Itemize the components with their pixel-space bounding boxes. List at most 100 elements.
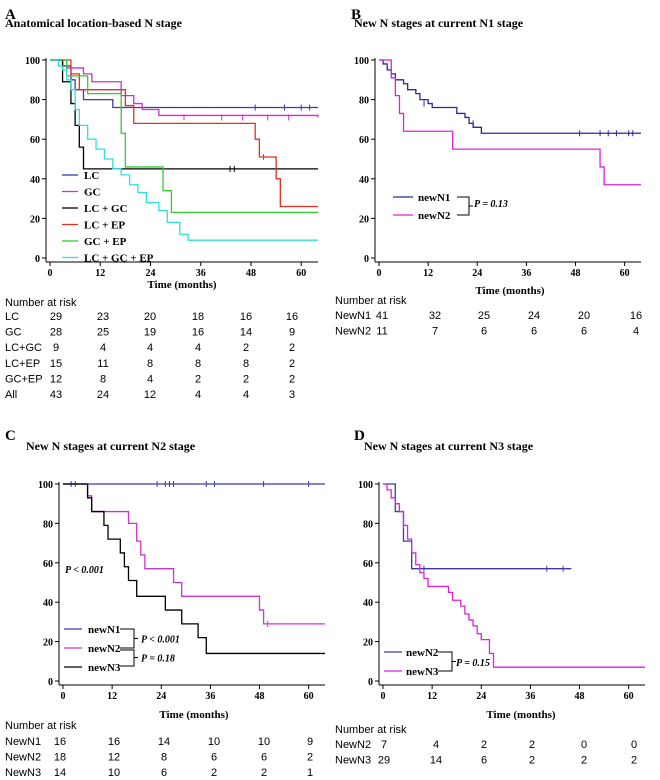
legend-label: LC + GC [84, 203, 128, 215]
p-value-bracket [120, 649, 135, 667]
x-tick-label: 24 [476, 691, 486, 702]
x-tick-label: 48 [255, 691, 265, 702]
y-tick-label: 0 [35, 254, 40, 265]
risk-value: 16 [630, 310, 642, 322]
panel-letter: B [351, 7, 361, 23]
risk-value: 6 [211, 752, 217, 764]
risk-value: 12 [108, 752, 120, 764]
risk-value: 12 [50, 373, 62, 385]
y-tick-label: 80 [43, 519, 53, 530]
risk-value: 14 [158, 736, 170, 748]
risk-row-label: NewN2 [5, 752, 41, 764]
risk-table-header: Number at risk [335, 295, 407, 307]
risk-value: 29 [378, 755, 390, 767]
risk-value: 2 [481, 739, 487, 751]
km-curve-newn2 [383, 483, 572, 570]
x-tick-label: 24 [156, 691, 166, 702]
y-tick-label: 20 [43, 638, 53, 649]
risk-row-label: NewN2 [335, 326, 371, 338]
km-curve-lc-ep [50, 59, 318, 208]
legend-label: newN1 [418, 192, 450, 204]
risk-row-label: GC [5, 327, 22, 339]
risk-value: 10 [258, 736, 270, 748]
risk-value: 16 [286, 311, 298, 323]
x-tick-label: 12 [423, 268, 433, 279]
y-tick-label: 40 [359, 175, 369, 186]
risk-value: 9 [289, 327, 295, 339]
risk-row-label: LC+GC [5, 342, 42, 354]
legend-label: newN3 [406, 666, 439, 678]
y-tick-label: 40 [43, 598, 53, 609]
y-tick-label: 0 [364, 254, 369, 265]
panel-letter: D [354, 428, 365, 444]
risk-value: 41 [376, 310, 388, 322]
y-tick-label: 100 [358, 480, 373, 491]
risk-value: 8 [161, 752, 167, 764]
y-tick-label: 20 [359, 214, 369, 225]
x-tick-label: 36 [196, 268, 206, 279]
x-tick-label: 60 [620, 268, 630, 279]
risk-value: 2 [289, 373, 295, 385]
x-tick-label: 12 [95, 268, 105, 279]
y-tick-label: 20 [30, 214, 40, 225]
risk-value: 15 [50, 358, 62, 370]
risk-value: 6 [531, 326, 537, 338]
risk-value: 8 [243, 358, 249, 370]
y-tick-label: 80 [363, 519, 373, 530]
risk-value: 28 [50, 327, 62, 339]
risk-value: 14 [240, 327, 252, 339]
km-curve-newn2 [379, 59, 641, 186]
risk-value: 16 [108, 736, 120, 748]
km-curve-lc-gc [50, 59, 318, 170]
y-tick-label: 60 [43, 559, 53, 570]
risk-value: 7 [432, 326, 438, 338]
km-curve-newn2 [63, 483, 325, 625]
risk-value: 4 [243, 389, 249, 401]
risk-value: 32 [429, 310, 441, 322]
risk-value: 0 [581, 739, 587, 751]
risk-value: 25 [478, 310, 490, 322]
panel-title: Anatomical location-based N stage [5, 16, 183, 30]
risk-value: 2 [211, 767, 217, 779]
legend-label: LC + GC + EP [84, 253, 154, 265]
risk-value: 24 [97, 389, 109, 401]
x-tick-label: 48 [246, 268, 256, 279]
risk-value: 6 [581, 326, 587, 338]
risk-row-label: NewN3 [5, 767, 41, 779]
y-tick-label: 0 [48, 677, 53, 688]
y-tick-label: 0 [368, 677, 373, 688]
risk-row-label: LC+EP [5, 358, 40, 370]
risk-value: 2 [631, 755, 637, 767]
legend-label: newN3 [88, 662, 121, 674]
y-tick-label: 40 [363, 598, 373, 609]
y-tick-label: 60 [30, 135, 40, 146]
legend-label: newN2 [88, 643, 121, 655]
x-tick-label: 36 [525, 691, 535, 702]
x-axis-label: Time (months) [475, 285, 544, 297]
risk-value: 11 [376, 326, 387, 338]
x-tick-label: 36 [205, 691, 215, 702]
x-tick-label: 0 [377, 268, 382, 279]
p-value-label: P < 0.001 [141, 635, 180, 646]
legend-label: newN2 [418, 210, 451, 222]
panel-title: New N stages at current N3 stage [364, 439, 534, 453]
risk-value: 16 [240, 311, 252, 323]
panel-title: New N stages at current N1 stage [354, 16, 524, 30]
risk-value: 20 [578, 310, 590, 322]
x-tick-label: 12 [427, 691, 437, 702]
x-tick-label: 60 [304, 691, 314, 702]
risk-value: 2 [243, 342, 249, 354]
risk-value: 2 [289, 342, 295, 354]
risk-value: 14 [54, 767, 66, 779]
km-curve-newn3 [63, 483, 325, 655]
risk-value: 3 [289, 389, 295, 401]
p-value-label: P = 0.13 [474, 199, 508, 210]
x-tick-label: 60 [296, 268, 306, 279]
risk-value: 23 [97, 311, 109, 323]
risk-row-label: NewN1 [335, 310, 371, 322]
